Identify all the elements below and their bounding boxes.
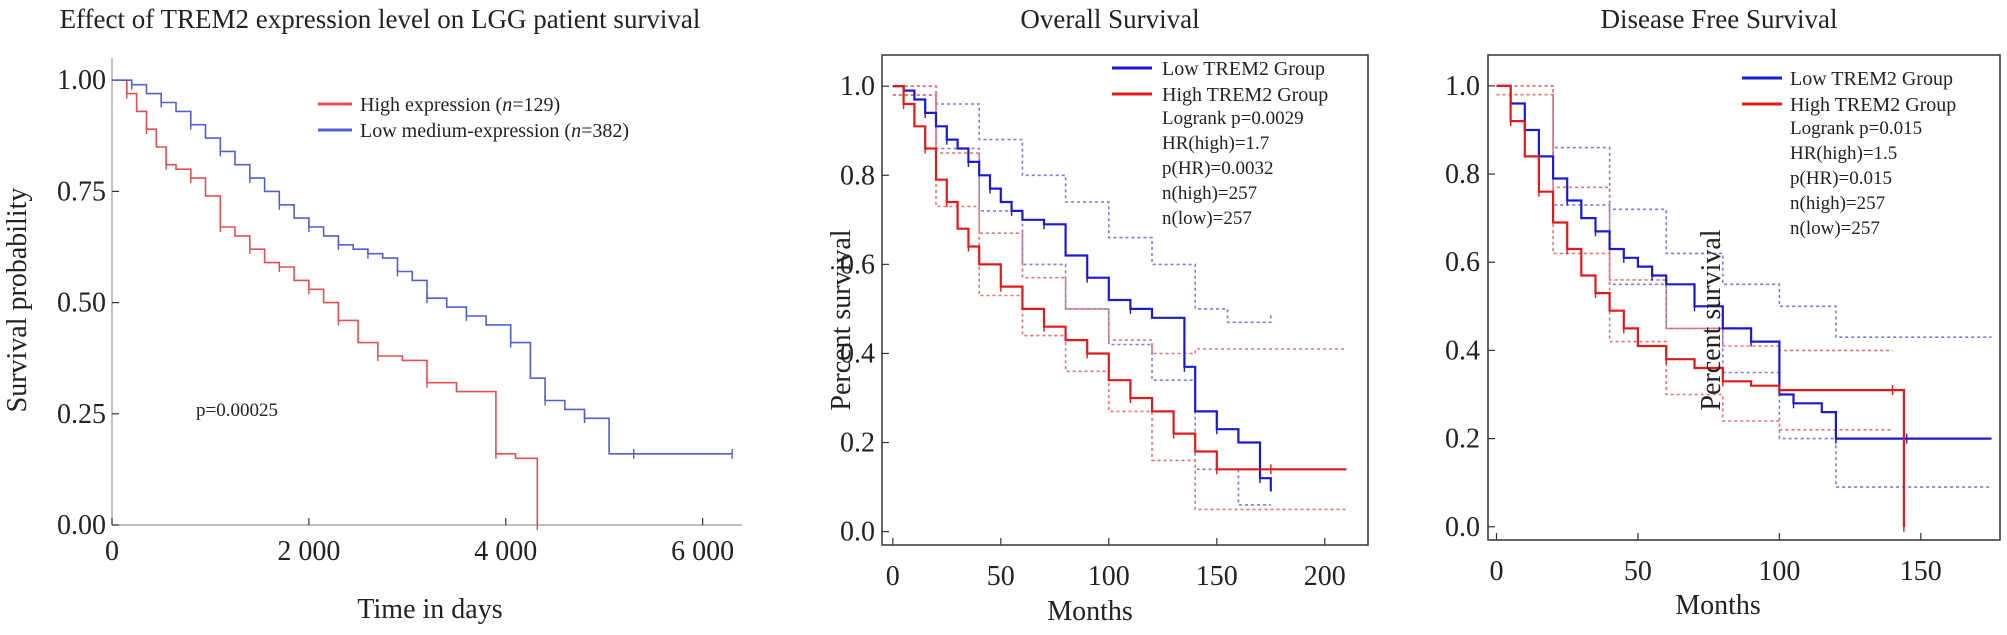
- legend-entry-high: High TREM2 Group: [1790, 94, 1956, 116]
- stat-n-low: n(low)=257: [1790, 218, 1880, 239]
- confidence-band-lower: [892, 94, 1271, 506]
- confidence-bands: [1496, 85, 1992, 488]
- km-chart-lgg: Effect of TREM2 expression level on LGG …: [2, 4, 742, 625]
- y-tick-label: 0.00: [57, 510, 106, 541]
- survival-curve-first: [892, 85, 1272, 492]
- x-tick-label: 6 000: [671, 536, 734, 567]
- stat-n-low: n(low)=257: [1162, 208, 1252, 229]
- y-tick-label: 1.0: [1445, 71, 1480, 102]
- y-tick-label: 0.0: [840, 517, 875, 548]
- y-tick-label: 0.6: [840, 249, 875, 280]
- y-tick-label: 0.4: [840, 338, 875, 369]
- x-tick-label: 0: [1489, 556, 1503, 587]
- survival-curve-second: [892, 85, 1347, 471]
- y-tick-label: 1.0: [840, 71, 875, 102]
- plot-frame: [881, 54, 1369, 546]
- legend-entry-low: Low TREM2 Group: [1790, 68, 1953, 90]
- x-axis-label: Time in days: [357, 594, 502, 625]
- stat-logrank: Logrank p=0.015: [1790, 118, 1922, 139]
- stat-hr: HR(high)=1.5: [1790, 143, 1897, 164]
- legend: High expression (n=129) Low medium-expre…: [318, 94, 629, 142]
- stat-hr: HR(high)=1.7: [1162, 133, 1269, 154]
- survival-curves: [1496, 84, 1992, 532]
- confidence-bands: [892, 85, 1347, 511]
- survival-curve-first: [1496, 84, 1992, 440]
- x-tick-label: 200: [1304, 561, 1346, 592]
- chart-panel-lgg-survival: Effect of TREM2 expression level on LGG …: [0, 0, 760, 630]
- km-chart-disease-free: Disease Free Survival 0 50 100 150 0.0 0.2 0.4…: [1445, 4, 2001, 621]
- y-tick-label: 0.2: [840, 428, 875, 459]
- x-axis-label: Months: [1047, 596, 1133, 627]
- x-tick-label: 2 000: [277, 536, 340, 567]
- x-tick-label: 150: [1900, 556, 1942, 587]
- p-value-annotation: p=0.00025: [196, 400, 278, 421]
- y-tick-label: 0.8: [1445, 159, 1480, 190]
- stat-logrank: Logrank p=0.0029: [1162, 108, 1304, 129]
- x-tick-label: 100: [1088, 561, 1130, 592]
- chart-panel-disease-free-survival: Disease Free Survival 0 50 100 150 0.0 0.2 0.4…: [1380, 0, 2007, 630]
- y-tick-label: 0.2: [1445, 424, 1480, 455]
- km-chart-overall: Overall Survival 0 50 100 150 200 0.0 0.2 0.4 0.…: [826, 4, 1369, 627]
- axes: 0 50 100 150 200 0.0 0.2 0.4 0.6 0.8 1.0: [840, 54, 1369, 592]
- y-tick-label: 0.75: [57, 176, 106, 207]
- legend-entry-low: Low medium-expression (n=382): [360, 120, 629, 142]
- confidence-band-upper: [1496, 85, 1992, 338]
- legend: Low TREM2 Group High TREM2 Group: [1742, 68, 1956, 116]
- legend: Low TREM2 Group High TREM2 Group: [1112, 58, 1328, 106]
- confidence-band-lower: [1496, 93, 1992, 488]
- x-tick-label: 50: [1624, 556, 1652, 587]
- legend-entry-high: High TREM2 Group: [1162, 84, 1328, 106]
- stat-n-high: n(high)=257: [1790, 193, 1885, 214]
- y-tick-label: 0.0: [1445, 512, 1480, 543]
- survival-curve-second: [112, 79, 733, 455]
- chart-title: Disease Free Survival: [1601, 4, 1838, 34]
- x-tick-label: 0: [105, 536, 119, 567]
- chart-title: Effect of TREM2 expression level on LGG …: [60, 4, 701, 34]
- x-axis-label: Months: [1675, 590, 1761, 621]
- y-axis-label: Survival probability: [2, 188, 33, 413]
- axes: 0 2 000 4 000 6 000 0.00 0.25 0.50 0.75 1.00: [57, 58, 742, 567]
- y-tick-label: 0.25: [57, 399, 106, 430]
- confidence-band-upper: [892, 85, 1272, 324]
- x-tick-label: 4 000: [474, 536, 537, 567]
- legend-entry-low: Low TREM2 Group: [1162, 58, 1325, 80]
- y-tick-label: 0.4: [1445, 335, 1480, 366]
- confidence-band-upper: [892, 85, 1347, 355]
- x-tick-label: 150: [1196, 561, 1238, 592]
- x-tick-label: 100: [1758, 556, 1800, 587]
- y-tick-label: 0.6: [1445, 247, 1480, 278]
- x-tick-label: 50: [987, 561, 1015, 592]
- y-tick-label: 0.8: [840, 160, 875, 191]
- survival-curves: [892, 85, 1347, 492]
- y-axis-label: Percent survival: [826, 229, 857, 410]
- stat-p-hr: p(HR)=0.0032: [1162, 158, 1274, 179]
- stats-block: Logrank p=0.0029 HR(high)=1.7 p(HR)=0.00…: [1162, 108, 1304, 229]
- chart-panel-overall-survival: Overall Survival 0 50 100 150 200 0.0 0.2 0.4 0.…: [760, 0, 1380, 630]
- y-axis-label: Percent survival: [1696, 229, 1727, 410]
- y-tick-label: 1.00: [57, 65, 106, 96]
- x-tick-label: 0: [886, 561, 900, 592]
- stats-block: Logrank p=0.015 HR(high)=1.5 p(HR)=0.015…: [1790, 118, 1922, 239]
- chart-title: Overall Survival: [1020, 4, 1199, 34]
- confidence-band-lower: [1496, 93, 1893, 431]
- stat-n-high: n(high)=257: [1162, 183, 1257, 204]
- plot-frame: [1487, 54, 2001, 541]
- survival-curve-first: [112, 79, 539, 525]
- confidence-band-lower: [892, 94, 1347, 511]
- y-tick-label: 0.50: [57, 288, 106, 319]
- legend-entry-high: High expression (n=129): [360, 94, 560, 116]
- survival-curves: [112, 79, 733, 530]
- stat-p-hr: p(HR)=0.015: [1790, 168, 1892, 189]
- axes: 0 50 100 150 0.0 0.2 0.4 0.6 0.8 1.0: [1445, 54, 2001, 587]
